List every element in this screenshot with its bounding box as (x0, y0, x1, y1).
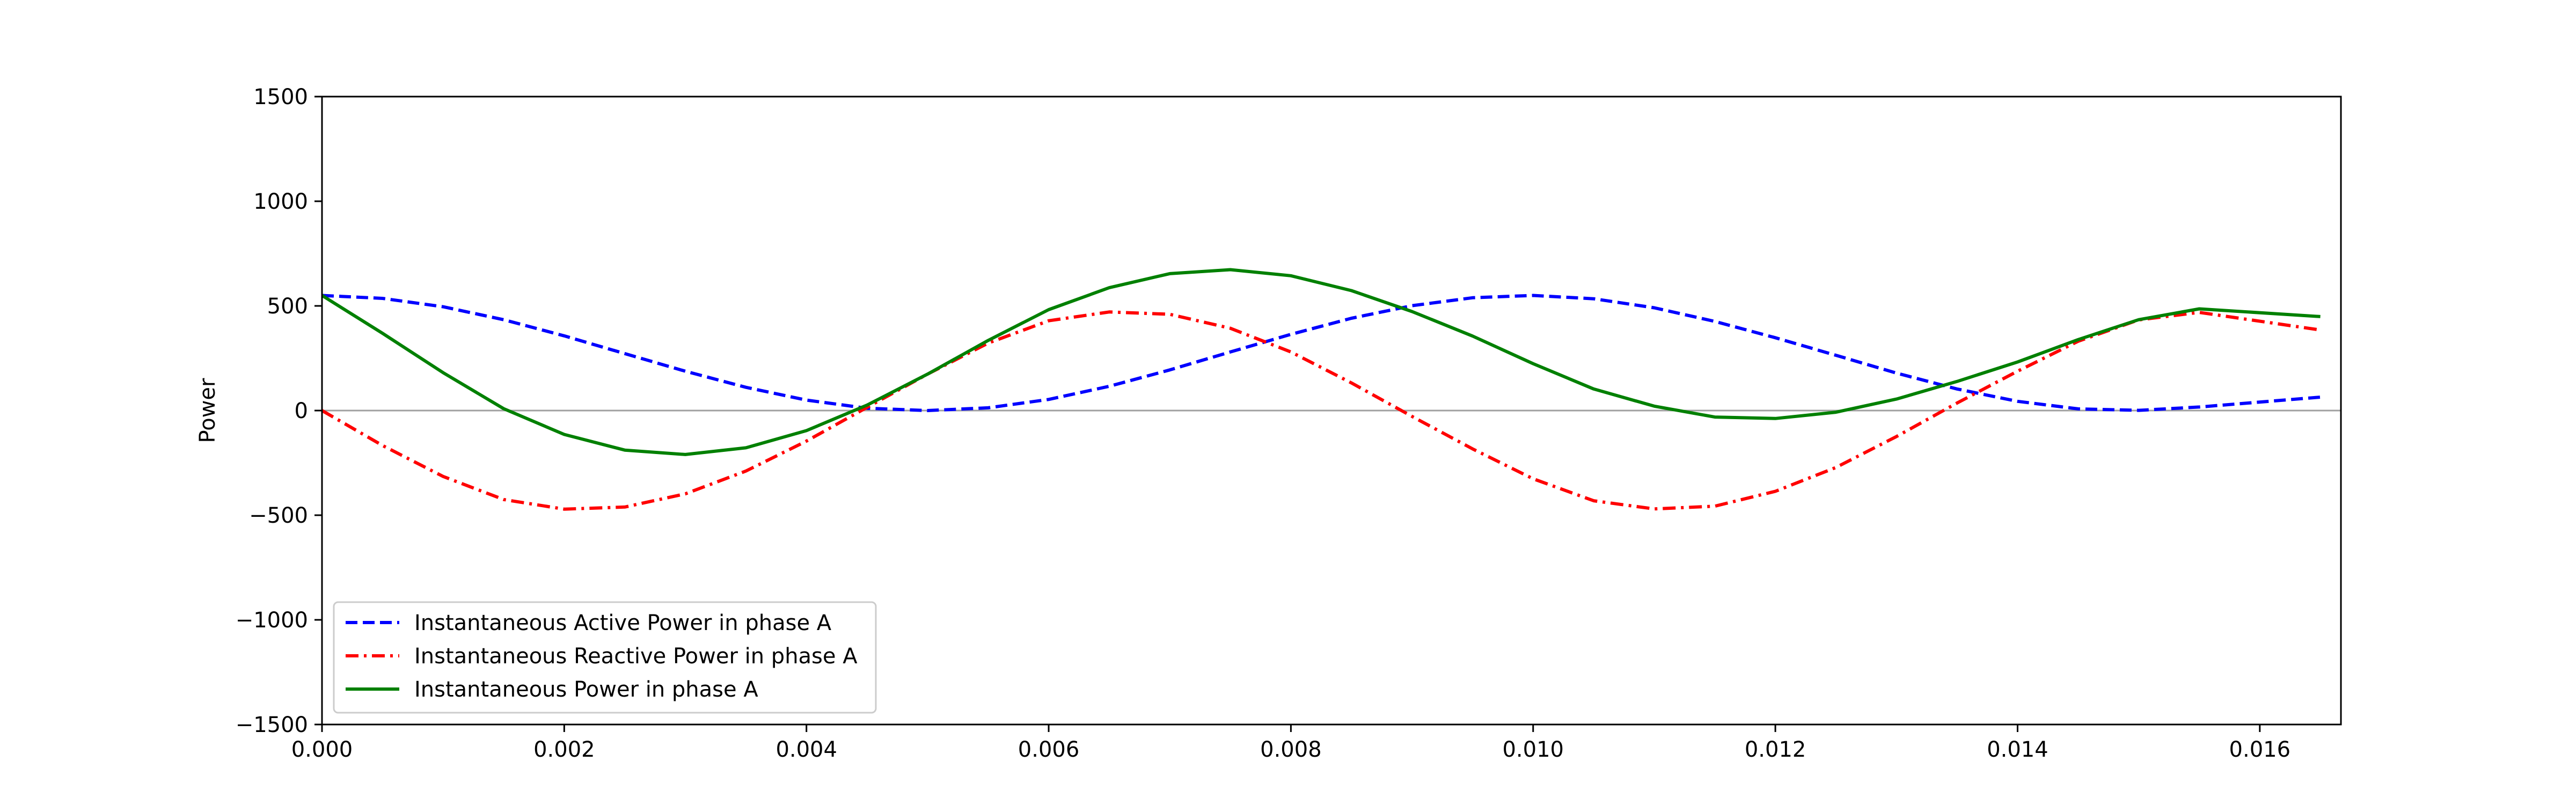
series-line-3 (322, 268, 2321, 456)
y-tick-label: 0 (295, 399, 308, 423)
legend-box (333, 601, 877, 714)
y-tick-label: −1000 (236, 608, 308, 633)
x-tick-label: 0.016 (2229, 737, 2291, 762)
legend: Instantaneous Active Power in phase A Ins… (333, 601, 877, 714)
series-line-2 (322, 310, 2321, 511)
x-tick-label: 0.006 (1018, 737, 1080, 762)
x-tick-label: 0.010 (1502, 737, 1564, 762)
y-tick-label: 1500 (253, 85, 308, 109)
series-line-1 (322, 294, 2321, 412)
legend-entry-1: Instantaneous Active Power in phase A (414, 611, 832, 635)
legend-entry-2: Instantaneous Reactive Power in phase A (414, 644, 858, 669)
y-tick-label: 1000 (253, 189, 308, 214)
x-tick-label: 0.008 (1260, 737, 1322, 762)
x-tick-label: 0.014 (1987, 737, 2048, 762)
x-tick-label: 0.012 (1745, 737, 1806, 762)
x-tick-label: 0.004 (775, 737, 837, 762)
y-tick-label: 500 (267, 294, 308, 319)
y-tick-label: −500 (249, 503, 308, 528)
series-layer (322, 268, 2321, 511)
y-tick-label: −1500 (236, 713, 308, 737)
x-tick-label: 0.002 (533, 737, 595, 762)
legend-entry-3: Instantaneous Power in phase A (414, 677, 758, 702)
axes-layer: 0.000 0.002 0.004 0.006 0.008 0.010 0.012 0.014… (236, 85, 2342, 762)
y-axis-label: Power (195, 378, 220, 443)
x-tick-label: 0.000 (291, 737, 353, 762)
